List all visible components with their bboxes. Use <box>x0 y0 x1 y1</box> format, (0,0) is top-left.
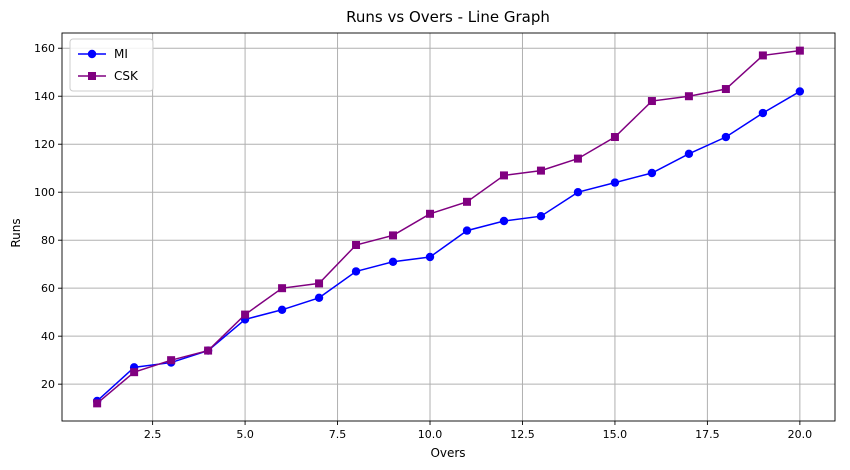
series-csk <box>93 46 804 408</box>
data-point-csk <box>462 197 471 206</box>
grid-lines <box>62 33 835 421</box>
legend-marker-csk <box>88 72 96 80</box>
y-axis-label: Runs <box>9 218 23 247</box>
series-layer <box>92 46 805 408</box>
chart-title: Runs vs Overs - Line Graph <box>346 8 550 26</box>
y-tick-label: 120 <box>34 138 55 151</box>
data-point-csk <box>684 92 693 101</box>
data-point-csk <box>499 171 508 180</box>
data-point-csk <box>241 310 250 319</box>
y-tick-label: 20 <box>41 378 55 391</box>
data-point-csk <box>278 284 287 293</box>
y-tick-label: 80 <box>41 234 55 247</box>
y-tick-label: 140 <box>34 90 55 103</box>
y-tick-label: 100 <box>34 186 55 199</box>
data-point-csk <box>758 51 767 60</box>
series-mi <box>92 87 805 406</box>
plot-frame <box>61 32 836 422</box>
data-point-csk <box>795 46 804 55</box>
x-tick-label: 12.5 <box>510 428 535 441</box>
data-point-mi <box>684 149 694 159</box>
legend-label-csk: CSK <box>114 69 139 83</box>
x-tick-label: 2.5 <box>144 428 162 441</box>
legend: MI CSK <box>69 38 154 92</box>
x-tick-label: 17.5 <box>695 428 720 441</box>
data-point-mi <box>758 108 768 118</box>
data-point-mi <box>425 252 435 262</box>
data-point-mi <box>721 132 731 142</box>
data-point-csk <box>315 279 324 288</box>
data-point-csk <box>204 346 213 355</box>
data-point-csk <box>536 166 545 175</box>
data-point-mi <box>573 188 583 197</box>
x-axis-label: Overs <box>430 446 465 460</box>
legend-item-mi: MI <box>78 47 128 61</box>
x-tick-label: 20.0 <box>788 428 813 441</box>
data-point-csk <box>573 154 582 163</box>
data-point-csk <box>647 97 656 106</box>
data-point-csk <box>389 231 398 240</box>
legend-box <box>69 38 154 92</box>
data-point-mi <box>388 257 398 266</box>
data-point-csk <box>352 240 361 249</box>
data-point-mi <box>462 226 472 235</box>
series-line-csk <box>96 49 800 404</box>
data-point-csk <box>721 85 730 94</box>
data-point-mi <box>277 305 287 314</box>
x-tick-label: 7.5 <box>329 428 347 441</box>
x-tick-label: 5.0 <box>236 428 254 441</box>
data-point-mi <box>610 178 620 187</box>
legend-marker-mi <box>87 49 97 59</box>
data-point-mi <box>499 216 509 226</box>
data-point-csk <box>167 356 176 365</box>
data-point-csk <box>93 399 102 408</box>
y-tick-label: 60 <box>41 282 55 295</box>
y-tick-label: 40 <box>41 330 55 343</box>
x-tick-label: 10.0 <box>418 428 443 441</box>
data-point-mi <box>536 212 546 221</box>
data-point-mi <box>795 87 805 96</box>
data-point-mi <box>314 293 324 302</box>
data-point-csk <box>610 133 619 142</box>
data-point-mi <box>351 267 361 276</box>
legend-label-mi: MI <box>114 47 128 61</box>
legend-item-csk: CSK <box>78 69 139 83</box>
axis-ticks: 2.5 5.0 7.5 10.0 12.5 15.0 17.5 20.0 20 40 60 80 100… <box>34 42 812 441</box>
y-tick-label: 160 <box>34 42 55 55</box>
data-point-csk <box>130 368 139 377</box>
data-point-mi <box>647 168 657 178</box>
data-point-csk <box>426 209 435 218</box>
x-tick-label: 15.0 <box>603 428 628 441</box>
series-line-mi <box>96 90 801 402</box>
